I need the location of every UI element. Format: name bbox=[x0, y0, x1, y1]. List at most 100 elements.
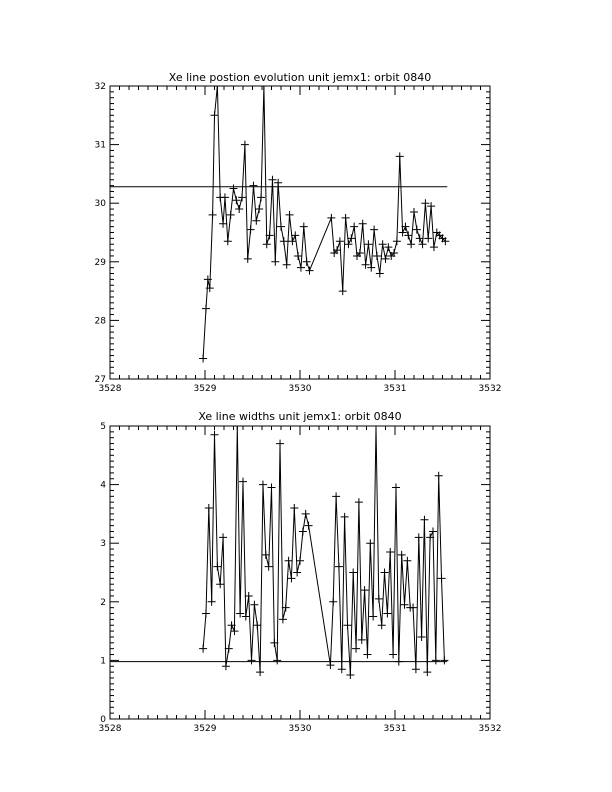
data-point-marker bbox=[296, 263, 305, 272]
data-point-marker bbox=[250, 600, 259, 609]
data-point-marker bbox=[226, 210, 235, 219]
data-point-marker bbox=[213, 562, 222, 571]
y-tick-label: 30 bbox=[95, 199, 107, 209]
data-point-marker bbox=[203, 275, 212, 284]
data-point-marker bbox=[412, 225, 421, 234]
data-point-marker bbox=[341, 213, 350, 222]
data-point-marker bbox=[392, 237, 401, 246]
y-tick-label: 3 bbox=[100, 539, 106, 549]
data-point-marker bbox=[265, 231, 274, 240]
data-point-marker bbox=[220, 193, 229, 202]
data-point-marker bbox=[363, 650, 372, 659]
data-point-marker bbox=[262, 240, 271, 249]
data-point-marker bbox=[358, 219, 367, 228]
data-point-marker bbox=[233, 426, 242, 430]
data-point-marker bbox=[401, 222, 410, 231]
data-point-marker bbox=[391, 483, 400, 492]
x-tick-label: 3529 bbox=[194, 724, 217, 734]
data-point-marker bbox=[390, 249, 399, 258]
data-point-marker bbox=[299, 222, 308, 231]
data-point-marker bbox=[230, 627, 239, 636]
data-point-marker bbox=[411, 665, 420, 674]
data-point-marker bbox=[347, 234, 356, 243]
data-point-marker bbox=[340, 512, 349, 521]
data-point-marker bbox=[335, 237, 344, 246]
data-point-marker bbox=[210, 111, 219, 120]
data-point-marker bbox=[239, 477, 247, 486]
data-point-marker bbox=[426, 533, 435, 542]
data-point-marker bbox=[427, 202, 436, 211]
data-point-marker bbox=[238, 193, 247, 202]
data-point-marker bbox=[326, 661, 335, 670]
data-point-marker bbox=[293, 568, 302, 577]
data-point-marker bbox=[294, 251, 303, 260]
data-point-marker bbox=[357, 635, 366, 644]
data-point-marker bbox=[244, 591, 253, 600]
data-point-marker bbox=[404, 231, 413, 240]
data-point-marker bbox=[224, 644, 233, 653]
data-point-marker bbox=[429, 243, 438, 252]
data-point-marker bbox=[327, 213, 336, 222]
data-point-marker bbox=[267, 483, 276, 492]
data-point-marker bbox=[366, 539, 375, 548]
data-point-marker bbox=[332, 492, 341, 501]
data-point-marker bbox=[374, 594, 383, 603]
data-point-marker bbox=[395, 152, 404, 161]
data-point-marker bbox=[421, 199, 430, 208]
series-line bbox=[202, 86, 446, 359]
data-point-marker bbox=[400, 600, 409, 609]
data-point-marker bbox=[291, 231, 300, 240]
data-point-marker bbox=[403, 556, 412, 565]
data-point-marker bbox=[381, 254, 390, 263]
data-point-marker bbox=[243, 254, 252, 263]
data-point-marker bbox=[276, 439, 285, 448]
data-point-marker bbox=[274, 178, 283, 187]
data-point-marker bbox=[241, 612, 250, 621]
data-point-marker bbox=[199, 644, 208, 653]
x-tick-label: 3529 bbox=[194, 384, 217, 394]
data-point-marker bbox=[431, 656, 440, 665]
y-tick-label: 1 bbox=[100, 656, 106, 666]
y-tick-label: 32 bbox=[95, 82, 106, 92]
data-point-marker bbox=[201, 609, 210, 618]
data-point-marker bbox=[329, 597, 338, 606]
data-point-marker bbox=[246, 225, 255, 234]
data-point-marker bbox=[279, 237, 288, 246]
data-point-marker bbox=[232, 196, 241, 205]
data-point-marker bbox=[305, 266, 314, 275]
data-point-marker bbox=[273, 656, 282, 665]
data-point-marker bbox=[375, 269, 384, 278]
data-point-marker bbox=[288, 237, 297, 246]
x-tick-label: 3530 bbox=[289, 724, 312, 734]
data-point-marker bbox=[343, 621, 352, 630]
data-point-marker bbox=[205, 284, 214, 293]
y-tick-label: 28 bbox=[95, 316, 107, 326]
x-tick-label: 3530 bbox=[289, 384, 312, 394]
data-point-marker bbox=[352, 644, 361, 653]
data-point-marker bbox=[389, 650, 398, 659]
data-point-marker bbox=[255, 205, 264, 214]
data-point-marker bbox=[334, 562, 343, 571]
data-point-marker bbox=[210, 430, 219, 439]
y-tick-label: 29 bbox=[95, 258, 107, 268]
data-point-marker bbox=[284, 556, 293, 565]
data-point-marker bbox=[384, 243, 393, 252]
x-tick-label: 3531 bbox=[384, 384, 407, 394]
x-tick-label: 3532 bbox=[479, 724, 502, 734]
data-point-marker bbox=[247, 656, 256, 665]
data-point-marker bbox=[383, 609, 392, 618]
data-point-marker bbox=[252, 216, 261, 225]
data-point-marker bbox=[216, 580, 225, 589]
data-series bbox=[199, 426, 449, 680]
data-point-marker bbox=[333, 246, 342, 255]
data-point-marker bbox=[350, 222, 359, 231]
data-point-marker bbox=[207, 597, 216, 606]
data-point-marker bbox=[407, 240, 416, 249]
data-point-marker bbox=[290, 504, 299, 513]
data-point-marker bbox=[354, 498, 363, 507]
data-point-marker bbox=[346, 671, 355, 680]
data-point-marker bbox=[258, 480, 267, 489]
y-tick-label: 31 bbox=[95, 141, 106, 151]
data-point-marker bbox=[219, 533, 228, 542]
